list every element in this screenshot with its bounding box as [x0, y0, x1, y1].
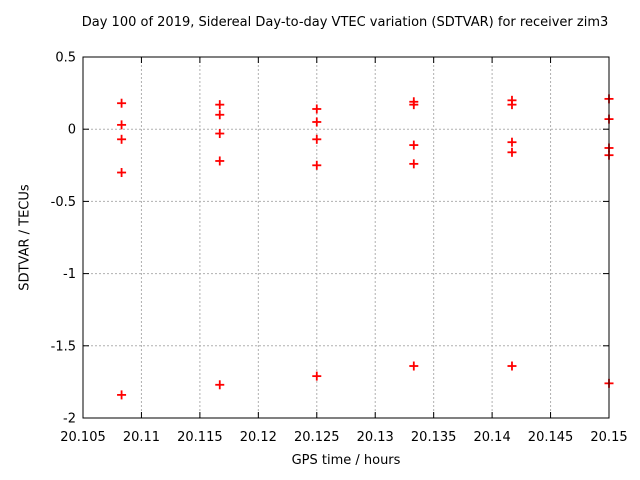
- y-tick-label: 0.5: [55, 51, 76, 66]
- x-tick-label: 20.125: [294, 430, 340, 445]
- y-tick-label: -2: [63, 412, 76, 427]
- plot-border: [82, 56, 610, 419]
- chart-title: Day 100 of 2019, Sidereal Day-to-day VTE…: [81, 15, 609, 30]
- x-tick-label: 20.14: [474, 430, 511, 445]
- x-tick-label: 20.135: [411, 430, 457, 445]
- y-tick-label: -1.5: [51, 339, 76, 354]
- y-tick-label: -0.5: [51, 195, 76, 210]
- x-tick-label: 20.105: [60, 430, 106, 445]
- x-tick-label: 20.145: [528, 430, 574, 445]
- x-tick-label: 20.13: [357, 430, 394, 445]
- x-tick-label: 20.15: [590, 430, 627, 445]
- y-tick-label: 0: [68, 123, 76, 138]
- x-tick-label: 20.12: [240, 430, 277, 445]
- x-tick-label: 20.11: [123, 430, 160, 445]
- y-tick-label: -1: [63, 267, 76, 282]
- x-tick-label: 20.115: [177, 430, 223, 445]
- x-axis-label: GPS time / hours: [291, 453, 401, 468]
